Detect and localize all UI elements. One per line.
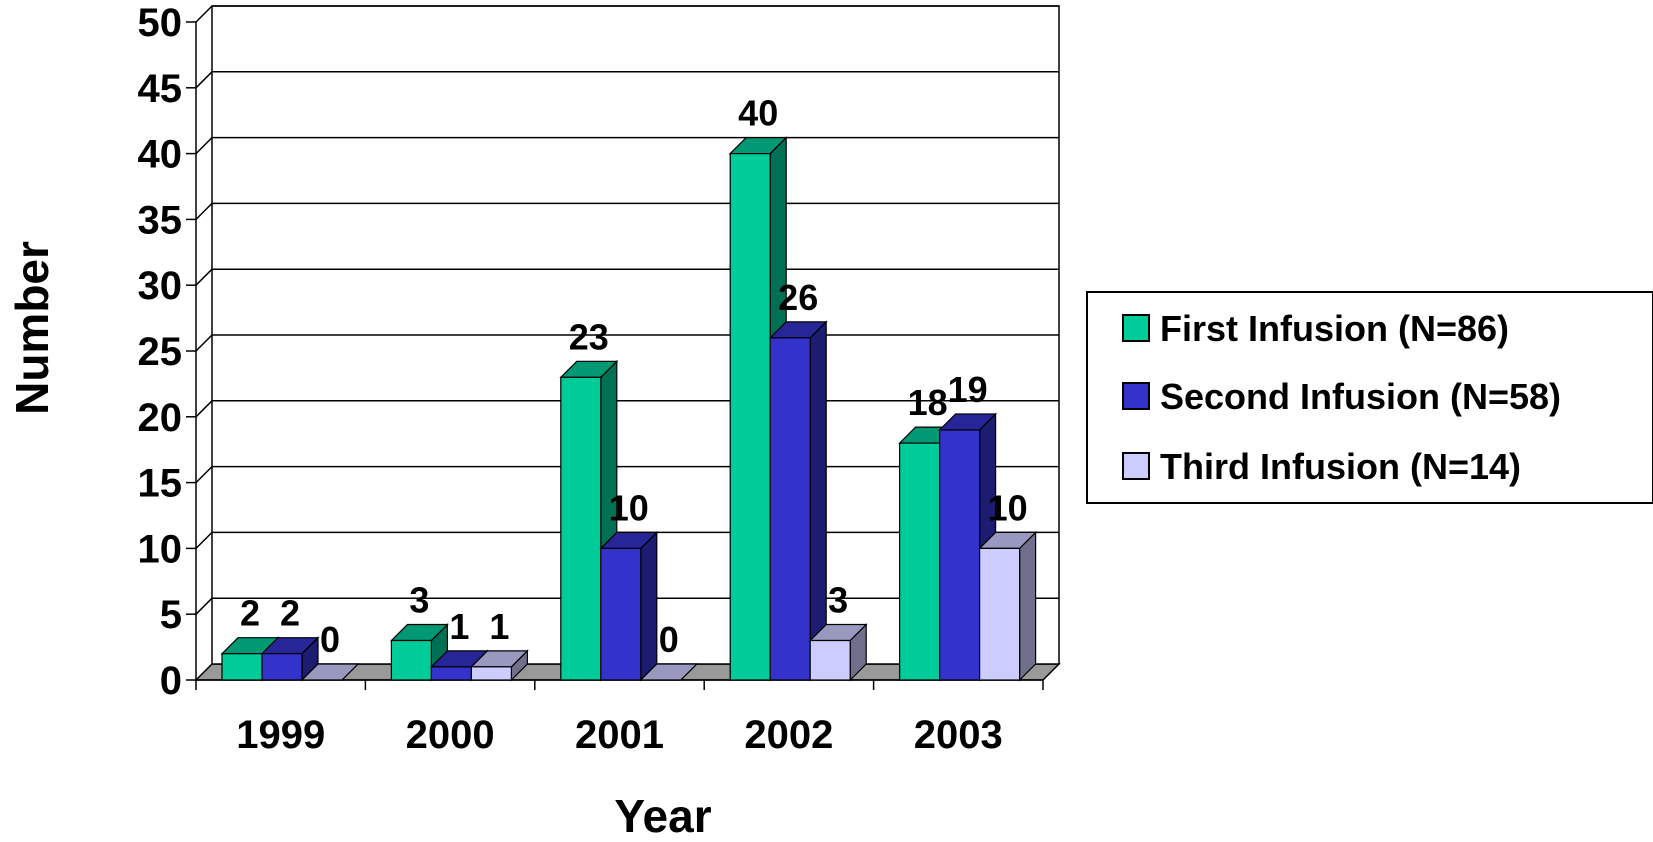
gridline-side bbox=[195, 400, 213, 418]
x-tick-label-2000: 2000 bbox=[406, 713, 495, 757]
bar-third-infusion-1999 bbox=[300, 663, 360, 681]
legend: First Infusion (N=86) Second Infusion (N… bbox=[1086, 291, 1653, 504]
legend-swatch-third-infusion bbox=[1122, 452, 1150, 480]
data-label-second-infusion-2000: 1 bbox=[449, 606, 469, 647]
bar-third-infusion-2002 bbox=[808, 623, 868, 682]
gridline-side bbox=[195, 5, 213, 23]
bar-third-infusion-2000 bbox=[469, 649, 529, 682]
y-tick-label: 45 bbox=[138, 67, 183, 111]
data-label-second-infusion-2001: 10 bbox=[609, 487, 649, 528]
gridline-side bbox=[195, 202, 213, 220]
x-tick-label-2002: 2002 bbox=[744, 713, 833, 757]
y-tick-label: 40 bbox=[138, 133, 183, 177]
y-tick-label: 0 bbox=[160, 659, 182, 703]
x-axis-title: Year bbox=[614, 790, 711, 842]
y-tick-label: 5 bbox=[160, 593, 182, 637]
legend-swatch-first-infusion bbox=[1122, 314, 1150, 342]
legend-label-third-infusion: Third Infusion (N=14) bbox=[1160, 446, 1521, 487]
gridline-side bbox=[195, 137, 213, 155]
y-tick-label: 30 bbox=[138, 264, 183, 308]
gridline-side bbox=[195, 71, 213, 89]
data-label-third-infusion-1999: 0 bbox=[320, 619, 340, 660]
y-tick-label: 15 bbox=[138, 462, 183, 506]
data-label-third-infusion-2001: 0 bbox=[659, 619, 679, 660]
chart-bars bbox=[220, 136, 1038, 682]
gridline-side bbox=[195, 268, 213, 286]
x-tick-label-2003: 2003 bbox=[914, 713, 1003, 757]
gridline-side bbox=[195, 597, 213, 615]
data-label-second-infusion-2002: 26 bbox=[778, 277, 818, 318]
data-label-first-infusion-2000: 3 bbox=[409, 580, 429, 621]
x-tick-label-1999: 1999 bbox=[236, 713, 325, 757]
bar-second-infusion-1999 bbox=[260, 636, 320, 682]
y-tick-label: 35 bbox=[138, 198, 183, 242]
data-label-third-infusion-2002: 3 bbox=[828, 580, 848, 621]
bar-second-infusion-2003 bbox=[938, 412, 998, 682]
data-label-third-infusion-2003: 10 bbox=[988, 487, 1028, 528]
y-tick-label: 25 bbox=[138, 330, 183, 374]
data-label-first-infusion-2001: 23 bbox=[569, 316, 609, 357]
data-label-third-infusion-2000: 1 bbox=[489, 606, 509, 647]
bar-second-infusion-2001 bbox=[599, 530, 659, 682]
y-axis-title: Number bbox=[6, 241, 58, 415]
data-label-first-infusion-2002: 40 bbox=[738, 93, 778, 134]
data-label-second-infusion-1999: 2 bbox=[280, 593, 300, 634]
y-tick-label: 20 bbox=[138, 396, 183, 440]
data-label-first-infusion-1999: 2 bbox=[240, 593, 260, 634]
legend-frame bbox=[1086, 291, 1653, 504]
bar-first-infusion-2001 bbox=[559, 359, 619, 682]
data-label-first-infusion-2003: 18 bbox=[908, 382, 948, 423]
bar-third-infusion-2001 bbox=[639, 663, 699, 681]
legend-swatch-second-infusion bbox=[1122, 382, 1150, 410]
gridline-side bbox=[195, 466, 213, 484]
y-tick-label: 50 bbox=[138, 1, 183, 45]
gridline-side bbox=[195, 334, 213, 352]
legend-label-second-infusion: Second Infusion (N=58) bbox=[1160, 376, 1561, 417]
bar-second-infusion-2002 bbox=[768, 320, 828, 682]
x-tick-label-2001: 2001 bbox=[575, 713, 664, 757]
legend-label-first-infusion: First Infusion (N=86) bbox=[1160, 308, 1509, 349]
gridline-side bbox=[195, 531, 213, 549]
bar-third-infusion-2003 bbox=[978, 530, 1038, 682]
y-tick-label: 10 bbox=[138, 527, 183, 571]
data-label-second-infusion-2003: 19 bbox=[948, 369, 988, 410]
